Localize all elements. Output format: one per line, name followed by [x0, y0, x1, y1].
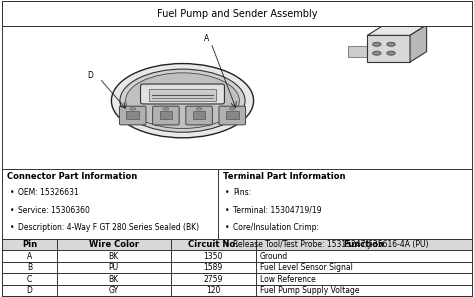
FancyBboxPatch shape	[119, 106, 146, 125]
Text: Service: 15306360: Service: 15306360	[18, 206, 90, 214]
Text: Ground: Ground	[260, 252, 288, 260]
Text: 1350: 1350	[204, 252, 223, 260]
Text: D: D	[87, 71, 93, 80]
Text: PU: PU	[109, 263, 119, 272]
FancyBboxPatch shape	[153, 106, 179, 125]
Text: 2759: 2759	[204, 275, 223, 284]
Text: 1589: 1589	[204, 263, 223, 272]
Text: BK: BK	[109, 275, 119, 284]
Text: D: D	[27, 286, 33, 295]
Text: Pin: Pin	[22, 240, 37, 249]
Ellipse shape	[229, 108, 235, 110]
Text: Low Reference: Low Reference	[260, 275, 316, 284]
Text: Pins:: Pins:	[233, 188, 251, 197]
Text: BK: BK	[109, 252, 119, 260]
Text: Circuit No.: Circuit No.	[188, 240, 238, 249]
Ellipse shape	[163, 108, 169, 110]
Text: Fuel Level Sensor Signal: Fuel Level Sensor Signal	[260, 263, 353, 272]
Text: •: •	[9, 188, 14, 197]
Bar	[2, 169, 472, 239]
Text: Fuel Pump and Sender Assembly: Fuel Pump and Sender Assembly	[157, 9, 317, 18]
Text: Terminal: 15304719/19: Terminal: 15304719/19	[233, 206, 322, 214]
Text: C: C	[27, 275, 32, 284]
Bar	[2, 250, 472, 262]
Text: GY: GY	[109, 286, 119, 295]
Text: B: B	[27, 263, 32, 272]
Text: Connector Part Information: Connector Part Information	[7, 172, 137, 181]
Text: Core/Insulation Crimp:: Core/Insulation Crimp:	[233, 223, 319, 232]
Text: OEM: 15326631: OEM: 15326631	[18, 188, 78, 197]
Text: •: •	[225, 223, 229, 232]
Text: Function: Function	[343, 240, 384, 249]
Ellipse shape	[196, 108, 202, 110]
Bar	[2, 273, 472, 285]
Ellipse shape	[373, 51, 381, 55]
Polygon shape	[410, 25, 427, 62]
Text: •: •	[225, 240, 229, 249]
Bar	[348, 46, 367, 57]
Bar	[2, 26, 472, 169]
Text: •: •	[9, 223, 14, 232]
FancyBboxPatch shape	[186, 106, 212, 125]
Ellipse shape	[111, 64, 254, 138]
Text: •: •	[9, 206, 14, 214]
Bar	[127, 111, 139, 119]
Text: A: A	[27, 252, 32, 260]
Ellipse shape	[373, 42, 381, 46]
Ellipse shape	[120, 69, 245, 132]
Text: A: A	[203, 34, 209, 43]
Text: •: •	[225, 188, 229, 197]
Bar	[2, 239, 472, 296]
Bar	[367, 35, 410, 62]
Text: Wire Color: Wire Color	[89, 240, 139, 249]
FancyBboxPatch shape	[219, 106, 246, 125]
Bar	[149, 89, 216, 101]
FancyBboxPatch shape	[140, 84, 225, 104]
Polygon shape	[367, 25, 427, 35]
Bar	[2, 1, 472, 26]
Bar	[2, 285, 472, 296]
Ellipse shape	[126, 73, 239, 129]
Ellipse shape	[387, 42, 395, 46]
Ellipse shape	[130, 108, 136, 110]
Text: Terminal Part Information: Terminal Part Information	[223, 172, 345, 181]
Bar	[2, 262, 472, 273]
Text: Description: 4-Way F GT 280 Series Sealed (BK): Description: 4-Way F GT 280 Series Seale…	[18, 223, 199, 232]
Text: 120: 120	[206, 286, 220, 295]
Ellipse shape	[387, 51, 395, 55]
Bar	[2, 239, 472, 250]
Text: Release Tool/Test Probe: 15315247/J-35616-4A (PU): Release Tool/Test Probe: 15315247/J-3561…	[233, 240, 428, 249]
Bar	[226, 111, 238, 119]
Bar	[160, 111, 172, 119]
Bar	[193, 111, 205, 119]
Text: •: •	[225, 206, 229, 214]
Text: Fuel Pump Supply Voltage: Fuel Pump Supply Voltage	[260, 286, 359, 295]
